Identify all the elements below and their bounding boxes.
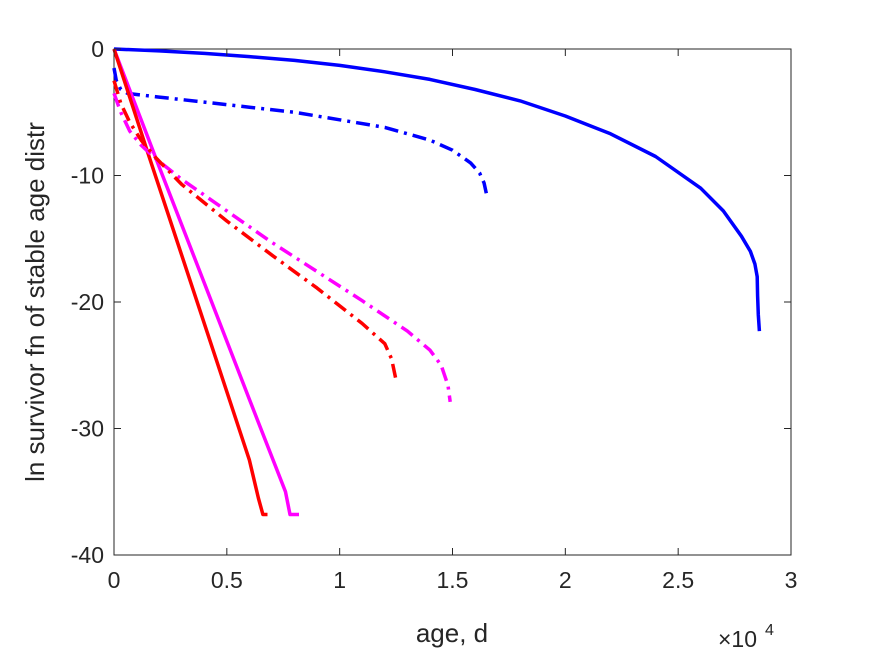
x-tick-label: 0	[108, 567, 121, 593]
x-axis-multiplier-exponent: 4	[765, 622, 774, 639]
x-tick-label: 1.5	[437, 567, 469, 593]
x-tick-label: 2.5	[662, 567, 694, 593]
x-tick-label: 3	[785, 567, 798, 593]
series-line-2	[112, 67, 489, 194]
y-axis-label: ln survivor fn of stable age distr	[20, 122, 50, 482]
series-line-5	[112, 92, 452, 403]
series-line-3	[112, 48, 299, 517]
y-tick-label: -10	[71, 163, 104, 189]
y-tick-label: 0	[91, 36, 104, 62]
series-line-6	[112, 80, 398, 381]
x-tick-label: 1	[333, 567, 346, 593]
series-line-4	[112, 48, 268, 517]
x-axis-label: age, d	[416, 618, 488, 648]
series-line-1	[113, 47, 762, 332]
x-tick-label: 0.5	[211, 567, 243, 593]
y-tick-label: -20	[71, 289, 104, 315]
series-layer	[112, 47, 762, 517]
x-tick-label: 2	[559, 567, 572, 593]
y-tick-label: -30	[71, 416, 104, 442]
x-axis-multiplier: ×10	[718, 626, 757, 652]
y-axis-ticks: 0 -10 -20 -30 -40	[71, 36, 791, 568]
y-tick-label: -40	[71, 542, 104, 568]
plot-area	[113, 48, 792, 556]
x-axis-ticks: 0 0.5 1 1.5 2 2.5 3	[108, 49, 798, 593]
